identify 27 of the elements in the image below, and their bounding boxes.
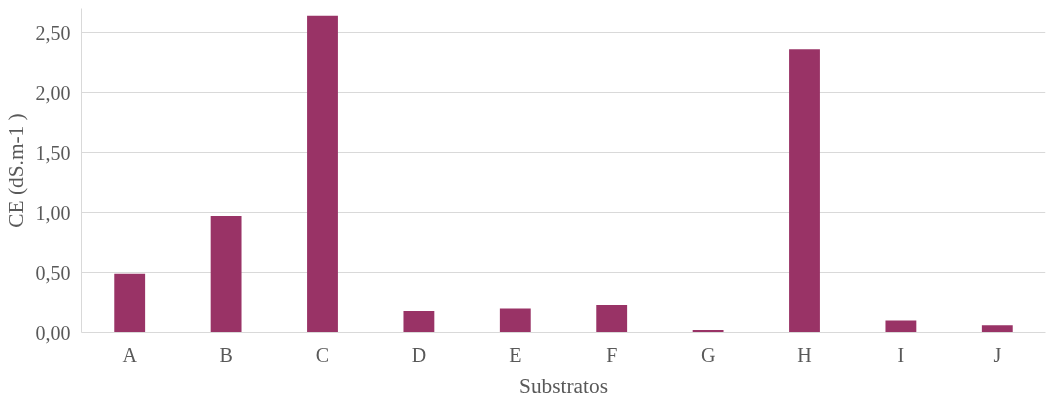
- y-tick-label: 2,50: [35, 21, 71, 44]
- x-tick-label: C: [315, 343, 330, 366]
- y-axis-title: CE (dS.m-1 ): [3, 113, 28, 228]
- y-tick-label: 1,50: [35, 141, 71, 164]
- bar: [307, 15, 338, 333]
- bar: [789, 49, 820, 333]
- x-tick-label: A: [122, 343, 138, 366]
- y-tick-label: 2,00: [35, 81, 71, 104]
- bar: [403, 310, 435, 333]
- x-axis-title: Substratos: [519, 373, 608, 398]
- x-tick-label: F: [606, 343, 618, 366]
- y-tick-label: 1,00: [35, 201, 71, 224]
- x-tick-label: G: [700, 343, 716, 366]
- y-tick-label: 0,00: [35, 321, 71, 344]
- x-tick-label: E: [509, 343, 522, 366]
- bar: [114, 273, 146, 333]
- bar: [981, 325, 1013, 333]
- x-tick-label: H: [797, 343, 812, 366]
- x-tick-label: B: [219, 343, 233, 366]
- y-tick-label: 0,50: [35, 261, 71, 284]
- bar: [596, 304, 628, 333]
- x-tick-label: I: [897, 343, 905, 366]
- bar: [210, 216, 242, 333]
- x-tick-label: D: [411, 343, 427, 366]
- bar: [885, 320, 917, 333]
- bar: [499, 308, 531, 333]
- x-tick-label: J: [993, 343, 1002, 366]
